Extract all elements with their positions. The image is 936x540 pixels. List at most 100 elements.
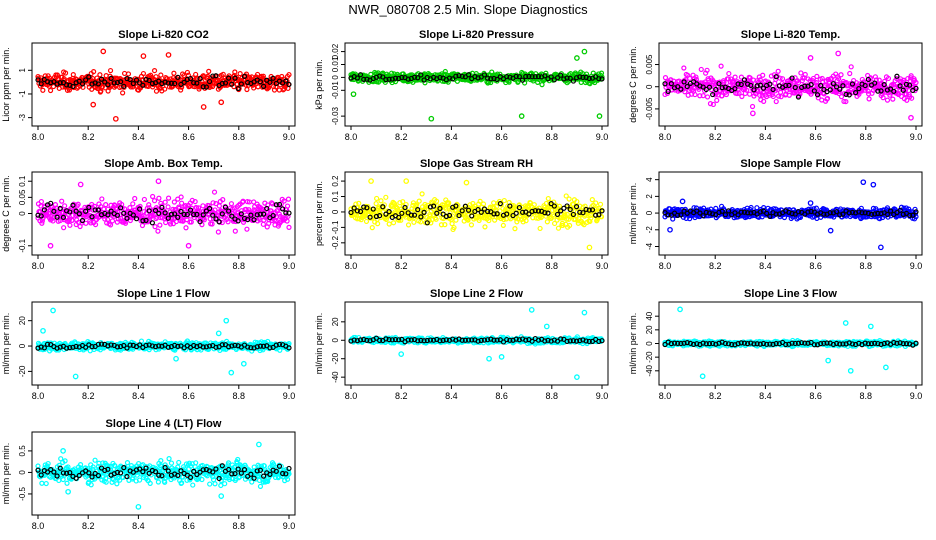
x-tick-label: 8.4	[445, 132, 458, 142]
data-point	[586, 75, 592, 82]
data-point	[244, 226, 250, 232]
data-point	[107, 67, 114, 74]
data-point	[376, 73, 383, 79]
x-tick-label: 8.0	[32, 261, 45, 271]
data-point	[838, 72, 844, 78]
y-tick-label: -0.2	[331, 235, 340, 249]
data-point	[535, 73, 542, 80]
data-point	[109, 218, 116, 224]
data-point	[354, 75, 360, 81]
data-point	[273, 80, 279, 87]
plot-frame	[344, 42, 609, 127]
y-tick-label: 4	[645, 177, 654, 182]
data-point	[132, 195, 138, 202]
x-tick-label: 8.0	[659, 132, 672, 142]
data-point	[383, 194, 389, 200]
y-tick-label: 0.2	[331, 175, 340, 187]
data-point	[86, 74, 92, 80]
y-tick-label: -0.03	[331, 106, 340, 125]
data-point	[200, 104, 207, 110]
data-point	[539, 82, 545, 88]
data-point	[596, 113, 603, 119]
data-point	[390, 220, 397, 226]
x-tick-label: 9.0	[910, 261, 923, 271]
data-point	[228, 369, 235, 376]
x-tick-label: 8.6	[495, 391, 508, 401]
x-tick-label: 8.4	[132, 261, 145, 271]
data-point	[714, 97, 720, 103]
y-tick-label: 20	[331, 317, 340, 326]
data-points	[662, 50, 919, 121]
data-point	[501, 197, 507, 204]
data-point	[827, 227, 834, 234]
data-point	[162, 86, 168, 92]
data-point	[491, 75, 497, 82]
x-tick-label: 8.0	[345, 132, 358, 142]
data-point	[184, 69, 191, 76]
data-point	[215, 229, 221, 235]
data-point	[403, 178, 410, 184]
data-point	[151, 67, 158, 74]
data-point	[378, 198, 384, 204]
data-point	[102, 79, 108, 85]
data-point	[238, 81, 244, 87]
x-tick-label: 8.8	[860, 261, 873, 271]
data-point	[215, 330, 222, 337]
data-points	[348, 306, 605, 381]
data-point	[235, 85, 241, 92]
data-point	[146, 77, 152, 84]
data-point	[581, 48, 588, 55]
data-point	[172, 80, 178, 87]
y-tick-label: 0	[331, 75, 340, 80]
data-points	[662, 179, 919, 251]
data-point	[168, 80, 175, 86]
data-point	[130, 80, 136, 87]
data-point	[421, 77, 427, 83]
data-point	[213, 73, 219, 79]
data-point	[47, 87, 54, 94]
data-point	[121, 83, 127, 89]
x-tick-label: 8.6	[182, 261, 195, 271]
data-point	[437, 74, 443, 81]
data-point	[361, 76, 367, 83]
data-point	[482, 224, 488, 230]
data-point	[411, 74, 418, 80]
y-axis-label: ml/min per min.	[1, 313, 11, 375]
data-point	[500, 222, 506, 229]
data-point	[577, 74, 583, 80]
data-point	[416, 198, 422, 204]
data-point	[542, 73, 548, 79]
data-point	[548, 74, 554, 80]
data-point	[504, 73, 510, 80]
data-point	[76, 78, 82, 84]
data-point	[704, 67, 710, 73]
x-tick-label: 8.2	[395, 391, 408, 401]
y-tick-label: 0	[331, 209, 340, 214]
data-point	[526, 73, 532, 80]
data-point	[567, 75, 573, 81]
x-tick-label: 9.0	[283, 261, 296, 271]
data-point	[120, 90, 126, 96]
data-point	[133, 77, 140, 83]
y-tick-label: 0.05	[18, 189, 27, 205]
data-point	[260, 221, 266, 227]
data-point	[257, 79, 264, 85]
data-point	[392, 75, 399, 81]
data-point	[108, 75, 114, 81]
data-point	[481, 72, 488, 78]
data-point	[72, 373, 79, 380]
data-point	[206, 68, 212, 74]
y-tick-label: -20	[331, 352, 340, 364]
data-point	[155, 178, 162, 185]
data-point	[111, 80, 117, 86]
x-tick-label: 8.2	[395, 132, 408, 142]
data-point	[773, 74, 779, 80]
data-point	[181, 79, 187, 85]
data-point	[824, 95, 831, 102]
data-point	[589, 197, 595, 203]
data-point	[692, 91, 698, 98]
y-tick-label: -4	[645, 242, 654, 250]
data-point	[399, 74, 405, 81]
